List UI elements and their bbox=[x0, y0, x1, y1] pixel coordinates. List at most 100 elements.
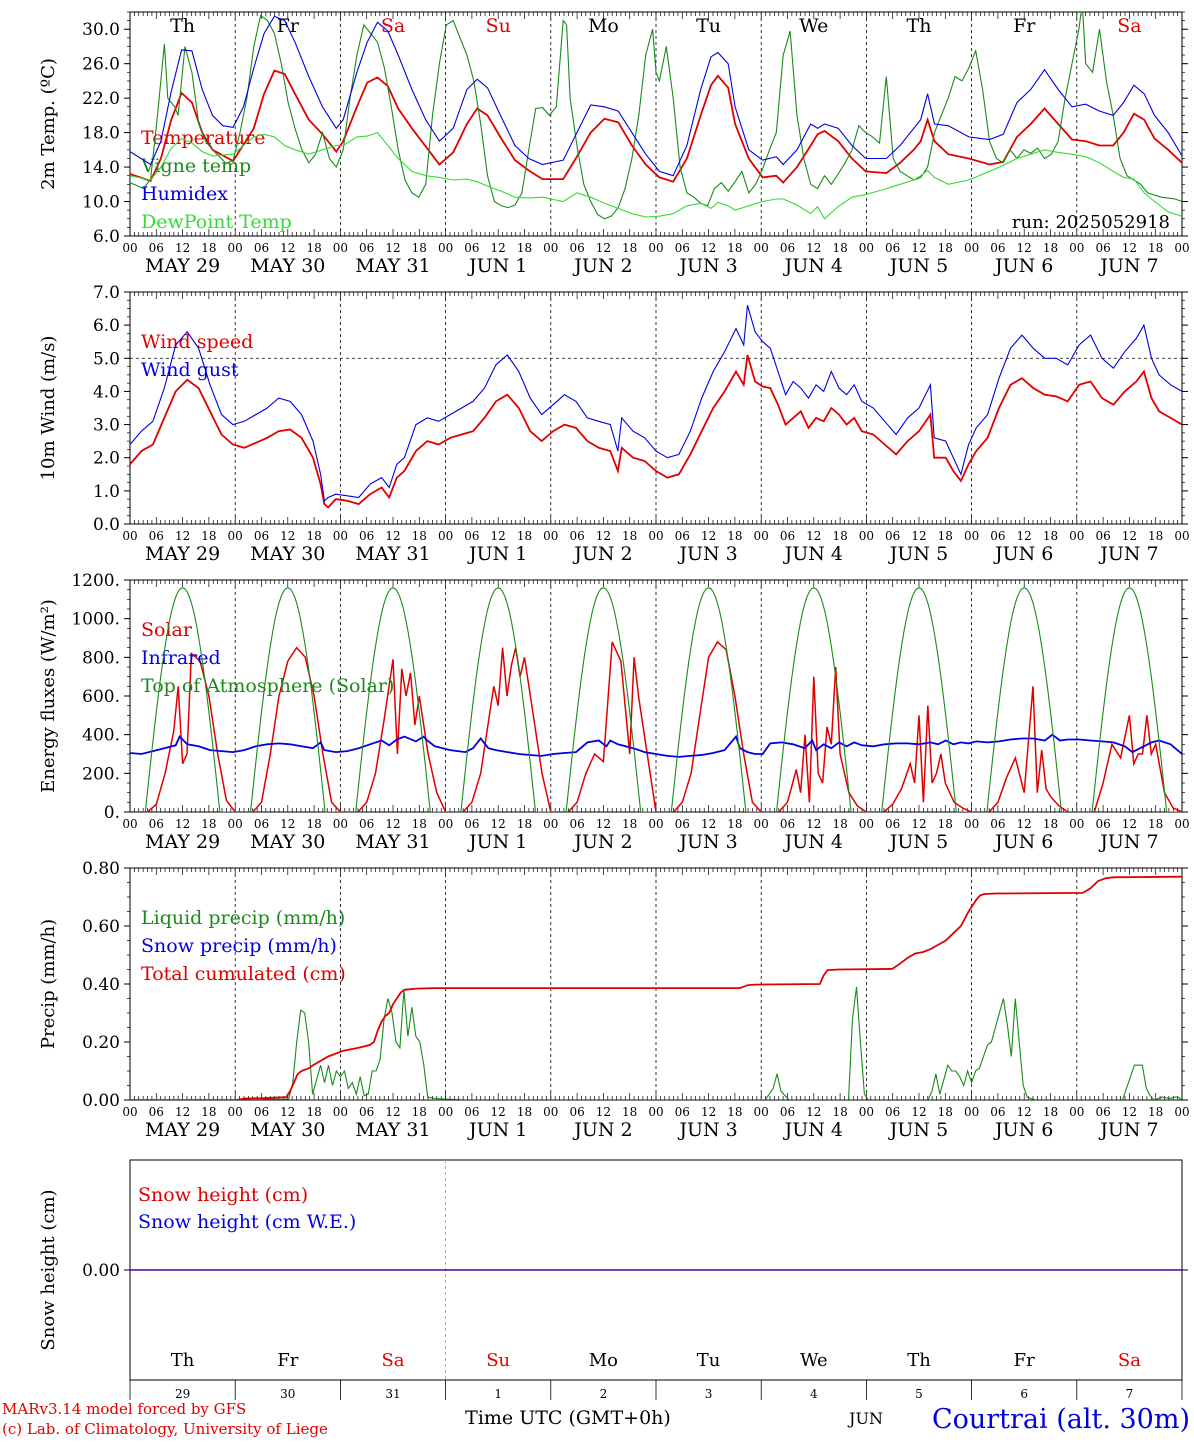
day-date-label: JUN 2 bbox=[572, 543, 632, 565]
hour-tick-label: 06 bbox=[359, 1105, 374, 1119]
hour-tick-label: 12 bbox=[1017, 241, 1032, 255]
y-tick-label: 200. bbox=[82, 764, 120, 784]
hour-tick-label: 06 bbox=[464, 241, 479, 255]
hour-tick-label: 00 bbox=[543, 817, 558, 831]
day-date-label: JUN 5 bbox=[888, 255, 948, 277]
day-abbr-label: We bbox=[800, 1350, 828, 1371]
y-tick-label: 1.0 bbox=[93, 482, 120, 502]
day-date-label: MAY 30 bbox=[250, 543, 325, 565]
day-abbr-label: Sa bbox=[381, 1350, 404, 1371]
y-tick-label: 4.0 bbox=[93, 382, 120, 402]
hour-tick-label: 00 bbox=[438, 1105, 453, 1119]
legend-entry: Liquid precip (mm/h) bbox=[141, 907, 345, 929]
hour-tick-label: 06 bbox=[569, 1105, 584, 1119]
hour-tick-label: 00 bbox=[543, 529, 558, 543]
day-date-label: MAY 31 bbox=[355, 255, 430, 277]
hour-tick-label: 12 bbox=[806, 241, 821, 255]
day-date-label: JUN 6 bbox=[993, 831, 1053, 853]
hour-tick-label: 06 bbox=[149, 241, 164, 255]
day-date-label: MAY 30 bbox=[250, 831, 325, 853]
day-number-label: 29 bbox=[175, 1387, 190, 1401]
model-credit: MARv3.14 model forced by GFS bbox=[2, 1400, 247, 1418]
hour-tick-label: 00 bbox=[1069, 817, 1084, 831]
day-abbr-label: We bbox=[799, 15, 828, 37]
day-abbr-label: Fr bbox=[277, 1350, 298, 1371]
hour-tick-label: 12 bbox=[596, 817, 611, 831]
day-date-label: JUN 1 bbox=[467, 1119, 527, 1141]
day-abbr-label: Tu bbox=[697, 1350, 721, 1371]
hour-tick-label: 00 bbox=[122, 529, 137, 543]
lab-credit: (c) Lab. of Climatology, University of L… bbox=[2, 1420, 328, 1438]
hour-tick-label: 00 bbox=[964, 1105, 979, 1119]
hour-tick-label: 00 bbox=[648, 1105, 663, 1119]
hour-tick-label: 12 bbox=[1122, 529, 1137, 543]
hour-tick-label: 06 bbox=[569, 241, 584, 255]
hour-tick-label: 18 bbox=[1148, 241, 1163, 255]
hour-tick-label: 06 bbox=[990, 817, 1005, 831]
hour-tick-label: 18 bbox=[1043, 1105, 1058, 1119]
day-date-label: JUN 1 bbox=[467, 831, 527, 853]
legend-entry: Total cumulated (cm) bbox=[141, 963, 346, 985]
y-tick-label: 22.0 bbox=[82, 89, 120, 109]
y-tick-label: 0.40 bbox=[82, 975, 120, 995]
hour-tick-label: 12 bbox=[280, 817, 295, 831]
hour-tick-label: 00 bbox=[648, 529, 663, 543]
hour-tick-label: 12 bbox=[1017, 1105, 1032, 1119]
legend-entry: Top of Atmosphere (Solar) bbox=[141, 675, 394, 697]
hour-tick-label: 06 bbox=[254, 241, 269, 255]
hour-tick-label: 06 bbox=[1095, 817, 1110, 831]
y-tick-label: 0.0 bbox=[93, 515, 120, 535]
hour-tick-label: 12 bbox=[491, 529, 506, 543]
day-number-label: 5 bbox=[915, 1387, 923, 1401]
day-abbr-label: Th bbox=[907, 1350, 931, 1371]
hour-tick-label: 00 bbox=[543, 241, 558, 255]
legend-entry: Snow height (cm W.E.) bbox=[138, 1211, 356, 1233]
hour-tick-label: 00 bbox=[228, 817, 243, 831]
y-tick-label: 30.0 bbox=[82, 20, 120, 40]
hour-tick-label: 06 bbox=[254, 817, 269, 831]
hour-tick-label: 12 bbox=[806, 529, 821, 543]
hour-tick-label: 00 bbox=[122, 1105, 137, 1119]
hour-tick-label: 18 bbox=[412, 241, 427, 255]
day-number-label: 4 bbox=[810, 1387, 818, 1401]
x-axis-label: Time UTC (GMT+0h) bbox=[465, 1407, 671, 1429]
hour-tick-label: 18 bbox=[832, 1105, 847, 1119]
hour-tick-label: 00 bbox=[438, 241, 453, 255]
hour-tick-label: 00 bbox=[122, 241, 137, 255]
hour-tick-label: 00 bbox=[859, 817, 874, 831]
day-date-label: JUN 7 bbox=[1098, 255, 1158, 277]
hour-tick-label: 18 bbox=[201, 817, 216, 831]
day-number-label: 1 bbox=[494, 1387, 502, 1401]
hour-tick-label: 06 bbox=[990, 1105, 1005, 1119]
day-date-label: JUN 5 bbox=[888, 1119, 948, 1141]
hour-tick-label: 00 bbox=[1069, 529, 1084, 543]
hour-tick-label: 18 bbox=[727, 1105, 742, 1119]
hour-tick-label: 18 bbox=[622, 1105, 637, 1119]
legend-entry: Snow precip (mm/h) bbox=[141, 935, 337, 957]
hour-tick-label: 18 bbox=[832, 529, 847, 543]
hour-tick-label: 06 bbox=[1095, 1105, 1110, 1119]
day-abbr-label: Mo bbox=[588, 15, 619, 37]
hour-tick-label: 00 bbox=[333, 817, 348, 831]
day-date-label: JUN 7 bbox=[1098, 831, 1158, 853]
y-tick-label: 0.60 bbox=[82, 917, 120, 937]
legend-entry: Temperature bbox=[141, 127, 265, 149]
day-date-label: JUN 3 bbox=[677, 543, 737, 565]
day-number-label: 7 bbox=[1126, 1387, 1134, 1401]
day-abbr-label: Su bbox=[486, 1350, 510, 1371]
day-date-label: MAY 29 bbox=[145, 1119, 220, 1141]
hour-tick-label: 18 bbox=[306, 817, 321, 831]
series-line-3 bbox=[130, 875, 1182, 1100]
hour-tick-label: 06 bbox=[675, 241, 690, 255]
hour-tick-label: 12 bbox=[385, 817, 400, 831]
legend-entry: Wind speed bbox=[141, 331, 253, 353]
day-date-label: JUN 4 bbox=[783, 255, 843, 277]
hour-tick-label: 18 bbox=[201, 1105, 216, 1119]
hour-tick-label: 06 bbox=[359, 817, 374, 831]
day-date-label: JUN 3 bbox=[677, 831, 737, 853]
hour-tick-label: 12 bbox=[491, 817, 506, 831]
hour-tick-label: 00 bbox=[122, 817, 137, 831]
